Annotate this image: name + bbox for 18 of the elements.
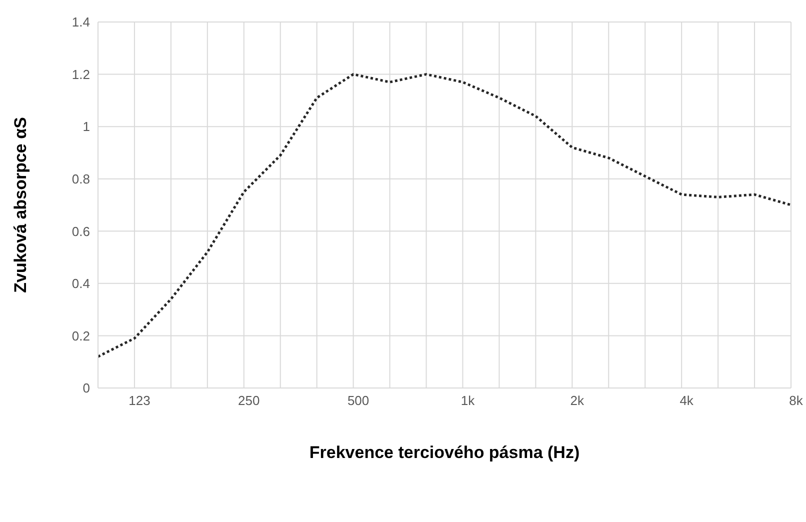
y-tick-label: 0.4 — [72, 276, 90, 292]
x-tick-label: 1k — [460, 393, 476, 408]
y-axis-title: Zvuková absorpce αS — [11, 117, 30, 293]
x-tick-label: 123 — [128, 393, 150, 408]
y-tick-label: 1.2 — [72, 66, 90, 82]
x-tick-label: 4k — [680, 393, 694, 408]
y-tick-label: 0.6 — [72, 224, 90, 239]
y-tick-label: 0 — [82, 380, 90, 396]
y-tick-label: 1 — [82, 119, 90, 134]
x-tick-label: 8k — [789, 393, 804, 408]
line-series — [96, 73, 792, 358]
x-tick-label: 2k — [570, 393, 585, 408]
x-tick-label: 500 — [347, 393, 370, 408]
y-tick-label: 1.4 — [72, 14, 90, 30]
y-tick-label: 0.8 — [72, 171, 90, 186]
x-axis-title: Frekvence terciového pásma (Hz) — [309, 443, 580, 462]
x-tick-label: 250 — [238, 393, 260, 408]
y-tick-label: 0.2 — [72, 328, 90, 344]
